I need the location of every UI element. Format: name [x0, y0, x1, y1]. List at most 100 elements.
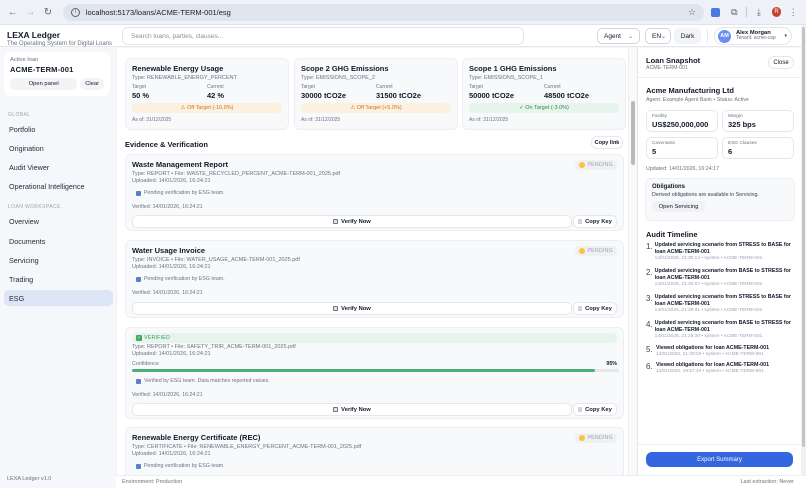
sidebar-item-audit-viewer[interactable]: Audit Viewer	[9, 162, 50, 172]
verify-now-button[interactable]: Verify Now	[132, 215, 572, 228]
status-badge: ⚠ Off Target (+5.0%)	[301, 103, 451, 113]
info-icon	[136, 276, 141, 282]
address-bar[interactable]: i localhost:5173/loans/ACME-TERM-001/esg…	[62, 3, 704, 21]
current-value: 42 %	[207, 91, 225, 100]
copy-key-button[interactable]: Copy Key	[573, 302, 617, 315]
loan-snapshot-panel: Loan Snapshot ACME-TERM-001 Close Acme M…	[637, 48, 802, 475]
verified-timestamp: Verified: 14/01/2026, 16:24:21	[132, 204, 203, 210]
copy-key-button[interactable]: Copy Key	[573, 403, 617, 416]
evidence-note: Verified by ESG team. Data matches repor…	[136, 378, 270, 384]
main-scrollbar-thumb[interactable]	[631, 101, 635, 165]
timeline-item: 3. Updated servicing scenario from STRESS…	[646, 294, 791, 313]
back-icon[interactable]: ←	[7, 6, 18, 18]
status-badge: ✓ On Target (-3.0%)	[469, 103, 619, 113]
last-extraction: Last extraction: Never	[740, 479, 795, 485]
user-menu[interactable]: AM Alex Morgan Tenant: acme-cap ▾	[714, 27, 792, 45]
page-scrollbar-thumb[interactable]	[802, 27, 805, 447]
target-label: Target	[301, 84, 315, 90]
company-name: Acme Manufacturing Ltd	[646, 86, 734, 95]
role-select[interactable]: Agent ⌄	[597, 28, 640, 44]
sidebar-item-trading[interactable]: Trading	[9, 274, 34, 284]
evidence-file: Type: INVOICE • File: WATER_USAGE_ACME-T…	[132, 257, 300, 263]
confidence-value: 95%	[606, 361, 617, 367]
agent-status: Agent: Example Agent Bank • Status: Acti…	[646, 97, 749, 103]
sidebar-item-operational-intelligence[interactable]: Operational Intelligence	[9, 181, 85, 191]
current-label: Current	[544, 84, 561, 90]
timeline-item: 1. Updated servicing scenario from STRESS…	[646, 242, 791, 261]
sidebar-item-overview[interactable]: Overview	[9, 216, 39, 226]
status-footer: Environment: Production Last extraction:…	[116, 475, 806, 488]
forward-icon[interactable]: →	[25, 6, 36, 18]
page-scrollbar[interactable]	[801, 25, 806, 488]
sidebar: Active loan ACME-TERM-001 Open panel Cle…	[0, 48, 116, 488]
verify-now-button[interactable]: Verify Now	[132, 403, 572, 416]
copy-link-button[interactable]: Copy link	[591, 136, 623, 149]
evidence-item: Water Usage Invoice PENDING Type: INVOIC…	[125, 240, 624, 318]
sidebar-item-documents[interactable]: Documents	[9, 236, 46, 246]
metric-card: Renewable Energy Usage Type: RENEWABLE_E…	[125, 58, 289, 130]
clear-loan-button[interactable]: Clear	[80, 78, 104, 90]
sidebar-item-portfolio[interactable]: Portfolio	[9, 124, 36, 134]
evidence-uploaded: Uploaded: 14/01/2026, 16:24:21	[132, 351, 211, 357]
current-label: Current	[376, 84, 393, 90]
dark-mode-button[interactable]: Dark	[674, 28, 701, 44]
checkbox-icon	[333, 219, 339, 224]
panel-title: Loan Snapshot	[646, 56, 701, 65]
target-value: 50000 tCO2e	[469, 91, 515, 100]
as-of-date: As of: 31/12/2025	[132, 117, 172, 123]
evidence-uploaded: Uploaded: 14/01/2026, 16:24:21	[132, 178, 211, 184]
timeline-item: 4. Updated servicing scenario from BASE t…	[646, 320, 791, 339]
verify-now-button[interactable]: Verify Now	[132, 302, 572, 315]
copy-key-button[interactable]: Copy Key	[573, 215, 617, 228]
evidence-note: Pending verification by ESG team.	[136, 276, 225, 282]
download-icon[interactable]: ⤓	[756, 6, 761, 17]
close-panel-button[interactable]: Close	[768, 56, 794, 69]
language-select[interactable]: EN ⌄	[645, 28, 671, 44]
extension-icon[interactable]	[709, 5, 723, 19]
reload-icon[interactable]: ↻	[43, 6, 53, 18]
bookmark-star-icon[interactable]: ☆	[687, 6, 696, 17]
confidence-bar	[132, 369, 619, 372]
metric-type: Type: EMISSIONS_SCOPE_1	[469, 75, 543, 81]
extensions-puzzle-icon[interactable]: ⧉	[731, 6, 738, 17]
app-tagline: The Operating System for Digital Loans	[7, 41, 113, 47]
chevron-down-icon: ⌄	[661, 33, 667, 40]
browser-menu-icon[interactable]: ⋮	[788, 6, 798, 17]
url-text: localhost:5173/loans/ACME-TERM-001/esg	[85, 7, 231, 17]
evidence-item: Safety & Incident Report ✓VERIFIED Type:…	[125, 327, 624, 419]
search-input[interactable]: Search loans, parties, clauses...	[122, 27, 524, 45]
status-badge: ⚠ Off Target (-16.0%)	[132, 103, 282, 113]
export-summary-button[interactable]: Export Summary	[646, 452, 793, 467]
open-panel-button[interactable]: Open panel	[10, 78, 78, 90]
current-value: 48500 tCO2e	[544, 91, 590, 100]
sidebar-item-servicing[interactable]: Servicing	[9, 255, 39, 265]
check-icon: ✓	[136, 335, 142, 341]
timeline-item: 5. Viewed obligations for loan ACME-TERM-…	[646, 345, 770, 358]
current-value: 31500 tCO2e	[376, 91, 422, 100]
avatar: AM	[718, 29, 731, 43]
environment-label: Environment: Production	[122, 479, 183, 485]
evidence-file: Type: REPORT • File: SAFETY_TRIR_ACME-TE…	[132, 344, 296, 350]
evidence-file: Type: REPORT • File: WASTE_RECYCLED_PERC…	[132, 171, 341, 177]
status-badge: ✓ VERIFIED	[132, 333, 617, 343]
current-label: Current	[207, 84, 224, 90]
pending-dot-icon	[579, 248, 586, 254]
status-badge: PENDING	[575, 160, 617, 170]
metric-card: Scope 2 GHG Emissions Type: EMISSIONS_SC…	[294, 58, 458, 130]
sidebar-item-esg[interactable]: ESG	[4, 290, 113, 306]
chevron-down-icon: ⌄	[627, 33, 633, 40]
audit-timeline-title: Audit Timeline	[646, 230, 698, 239]
sidebar-item-origination[interactable]: Origination	[9, 143, 44, 153]
evidence-file: Type: CERTIFICATE • File: RENEWABLE_ENER…	[132, 444, 362, 450]
open-servicing-button[interactable]: Open Servicing	[652, 201, 705, 212]
browser-profile-avatar[interactable]: R	[771, 7, 782, 17]
esg-main: Renewable Energy Usage Type: RENEWABLE_E…	[116, 48, 636, 475]
evidence-item: Renewable Energy Certificate (REC) PENDI…	[125, 427, 624, 475]
target-label: Target	[132, 84, 146, 90]
main-scrollbar[interactable]	[628, 48, 636, 475]
evidence-title: Waste Management Report	[132, 160, 228, 169]
header-divider	[707, 29, 708, 43]
user-name: Alex Morgan	[736, 30, 771, 37]
as-of-date: As of: 31/12/2025	[469, 117, 509, 123]
site-info-icon[interactable]: i	[70, 7, 80, 17]
